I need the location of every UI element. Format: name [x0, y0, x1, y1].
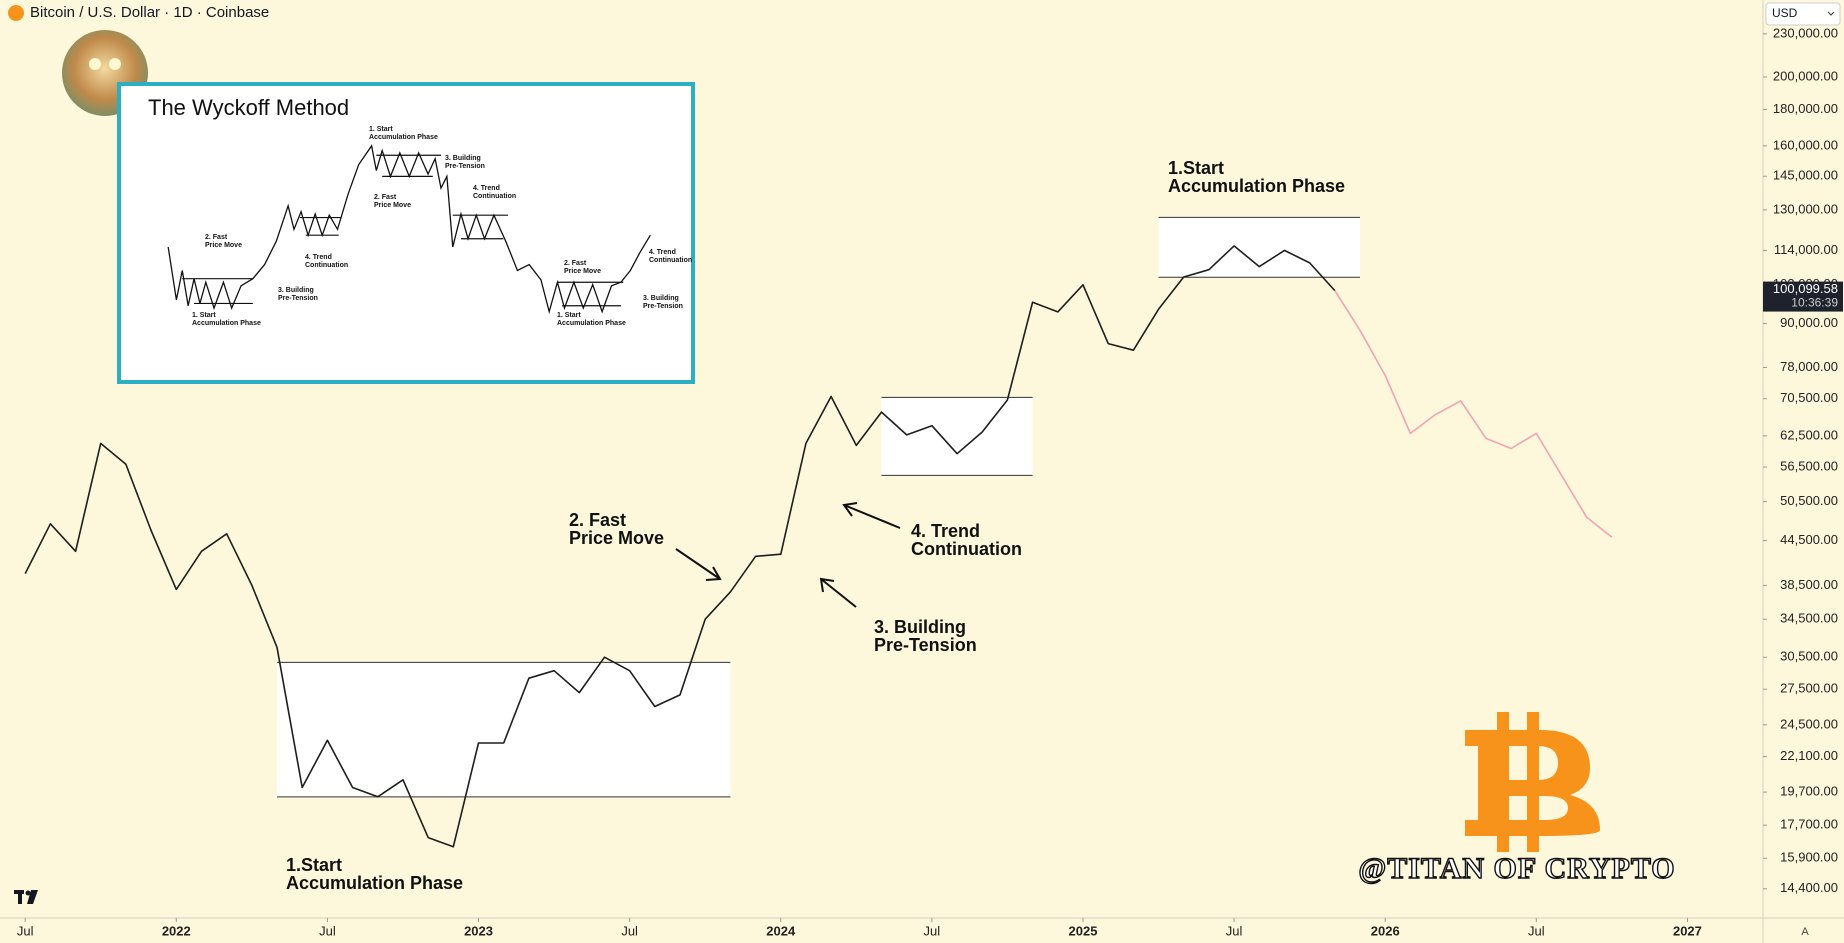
- y-tick-label: 180,000.00: [1773, 101, 1838, 116]
- x-tick-label: 2024: [766, 923, 796, 938]
- y-tick-label: 145,000.00: [1773, 168, 1838, 183]
- annotation: Pre-Tension: [874, 635, 977, 655]
- tv-logo: [14, 890, 38, 904]
- inset-frame: [117, 82, 695, 384]
- inset-label: 3. Building: [445, 155, 481, 162]
- inset-label: Continuation: [305, 262, 348, 269]
- inset-label: Accumulation Phase: [369, 134, 438, 141]
- x-tick-label: 2022: [162, 923, 191, 938]
- chart-title: Bitcoin / U.S. Dollar · 1D · Coinbase: [30, 4, 269, 21]
- y-tick-label: 90,000.00: [1780, 315, 1838, 330]
- y-tick-label: 24,500.00: [1780, 716, 1838, 731]
- y-tick-label: 22,100.00: [1780, 748, 1838, 763]
- inset-label: Pre-Tension: [445, 163, 485, 170]
- y-tick-label: 230,000.00: [1773, 25, 1838, 40]
- inset-label: 2. Fast: [374, 194, 397, 201]
- bitcoin-logo: [1465, 712, 1600, 852]
- annotation: 4. Trend: [911, 521, 980, 541]
- inset-label: 1. Start: [369, 126, 393, 133]
- plot-area: [24, 216, 1613, 848]
- annotation: Accumulation Phase: [1168, 176, 1345, 196]
- annotation: 2. Fast: [569, 510, 626, 530]
- inset-label: Price Move: [374, 202, 411, 209]
- y-tick-label: 160,000.00: [1773, 137, 1838, 152]
- x-tick-label: 2027: [1673, 923, 1702, 938]
- y-tick-label: 56,500.00: [1780, 458, 1838, 473]
- inset-label: 1. Start: [192, 312, 216, 319]
- y-tick-label: 114,000.00: [1774, 242, 1838, 257]
- inset-label: 4. Trend: [473, 185, 500, 192]
- coin-icon: [8, 5, 24, 21]
- inset-label: Accumulation Phase: [557, 320, 626, 327]
- y-tick-label: 70,500.00: [1780, 390, 1838, 405]
- price-line: [1334, 290, 1613, 538]
- inset-title: The Wyckoff Method: [148, 95, 349, 120]
- inset-label: 2. Fast: [564, 260, 587, 267]
- inset-label: 1. Start: [557, 312, 581, 319]
- inset-schematic: [167, 144, 651, 315]
- y-tick-label: 17,700.00: [1780, 817, 1838, 832]
- y-tick-label: 15,900.00: [1780, 850, 1838, 865]
- inset-label: 3. Building: [278, 287, 314, 294]
- arrows: [675, 502, 901, 608]
- inset-label: Price Move: [564, 268, 601, 275]
- annotation: 1.Start: [286, 855, 342, 875]
- currency-label[interactable]: USD: [1772, 6, 1798, 20]
- price-tag-box: [1763, 281, 1843, 312]
- annotation: 1.Start: [1168, 158, 1224, 178]
- y-tick-label: 78,000.00: [1780, 359, 1838, 374]
- x-tick-label: Jul: [924, 923, 941, 938]
- x-tick-label: Jul: [17, 923, 34, 938]
- y-tick-label: 200,000.00: [1773, 68, 1838, 83]
- y-tick-label: 38,500.00: [1780, 577, 1838, 592]
- annotation: 3. Building: [874, 617, 966, 637]
- inset-label: Accumulation Phase: [192, 320, 261, 327]
- inset-label: 3. Building: [643, 295, 679, 302]
- price-tag-value: 100,099.58: [1773, 281, 1838, 296]
- y-tick-label: 27,500.00: [1780, 681, 1838, 696]
- x-tick-label: Jul: [621, 923, 638, 938]
- y-tick-label: 34,500.00: [1780, 611, 1838, 626]
- x-tick-label: Jul: [319, 923, 336, 938]
- inset-label: Pre-Tension: [643, 303, 683, 310]
- inset-label: Price Move: [205, 242, 242, 249]
- x-tick-label: 2025: [1069, 923, 1098, 938]
- inset-label: 2. Fast: [205, 234, 228, 241]
- watermark: @TITAN OF CRYPTO: [1358, 852, 1675, 885]
- inset-label: 4. Trend: [649, 249, 676, 256]
- annotation: Accumulation Phase: [286, 873, 463, 893]
- avatar-eye: [109, 58, 121, 70]
- price-tag-countdown: 10:36:39: [1791, 296, 1838, 310]
- y-tick-label: 30,500.00: [1780, 649, 1838, 664]
- y-tick-label: 14,400.00: [1780, 880, 1838, 895]
- x-axis: Jul 2022 Jul 2023 Jul 2024 Jul 2025 Jul 2026 Jul 20…: [17, 918, 1702, 938]
- inset-label: 4. Trend: [305, 254, 332, 261]
- range-box: [277, 662, 731, 797]
- range-box: [1158, 217, 1361, 278]
- y-tick-label: 62,500.00: [1780, 427, 1838, 442]
- inset-label: Pre-Tension: [278, 295, 318, 302]
- dropdown-caret: [1827, 11, 1835, 16]
- avatar-eye: [89, 58, 101, 70]
- price-line: [24, 245, 1336, 848]
- inset-label: Continuation: [649, 257, 692, 264]
- y-tick-label: 44,500.00: [1780, 532, 1838, 547]
- y-tick-label: 130,000.00: [1773, 201, 1838, 216]
- annotation: Price Move: [569, 528, 664, 548]
- x-tick-label: 2026: [1371, 923, 1400, 938]
- y-tick-label: 50,500.00: [1780, 493, 1838, 508]
- annotation: Continuation: [911, 539, 1022, 559]
- x-tick-label: 2023: [464, 923, 493, 938]
- currency-select[interactable]: [1765, 2, 1841, 26]
- inset-label: Continuation: [473, 193, 516, 200]
- range-box: [881, 397, 1033, 476]
- y-tick-label: 19,700.00: [1780, 784, 1838, 799]
- x-tick-label: Jul: [1528, 923, 1545, 938]
- auto-scale-label[interactable]: A: [1801, 926, 1809, 938]
- x-tick-label: Jul: [1226, 923, 1243, 938]
